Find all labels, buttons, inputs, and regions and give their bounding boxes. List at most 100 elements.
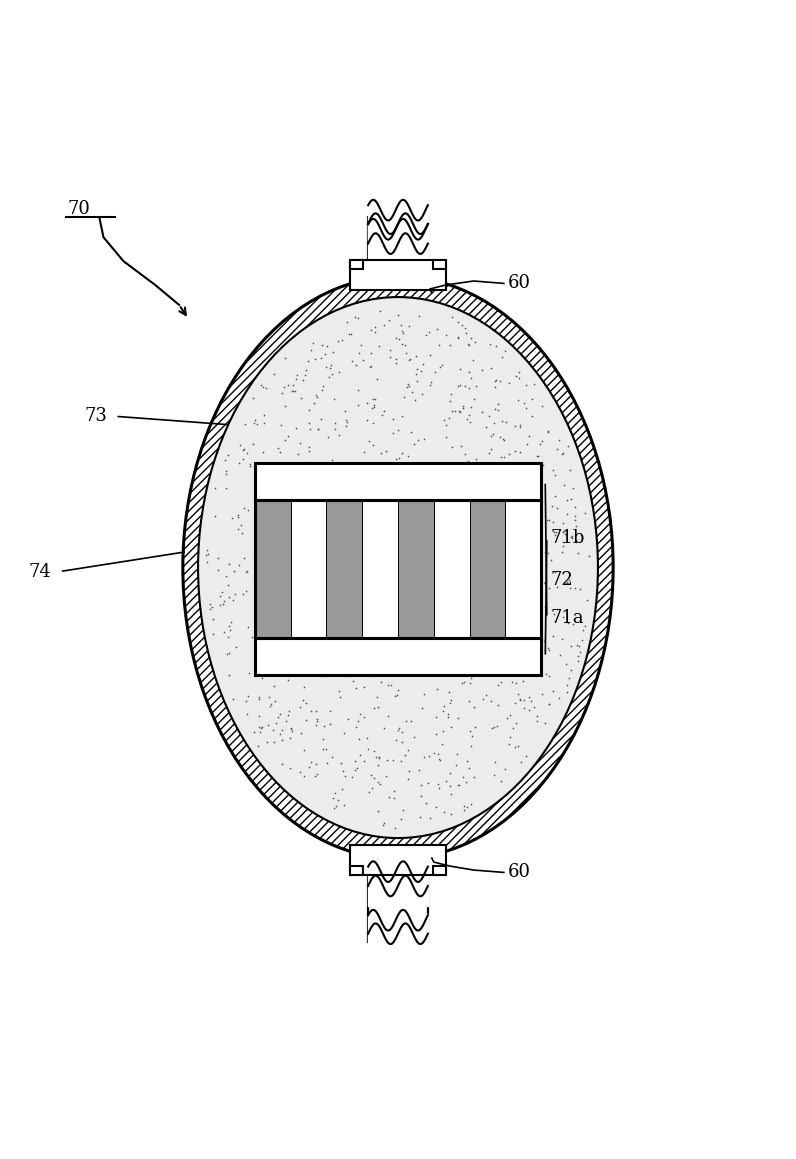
Point [519,657,532,676]
Point [388,781,400,800]
Ellipse shape [183,277,613,859]
Point [272,648,285,666]
Point [434,651,447,670]
Point [320,336,333,355]
Point [520,399,533,417]
Point [256,454,269,473]
Point [489,372,501,391]
Point [425,474,438,493]
Point [501,662,513,680]
Point [209,479,221,497]
Point [485,654,498,672]
Point [564,578,577,597]
Point [323,715,336,734]
Point [313,578,326,597]
Point [502,452,515,471]
Point [390,328,403,347]
Point [263,596,276,614]
Point [451,744,463,763]
Point [445,691,458,709]
Point [431,774,444,793]
Point [254,567,267,585]
Point [310,709,323,728]
Point [296,371,309,389]
Point [371,802,384,821]
Point [487,717,500,736]
Point [437,697,450,715]
Point [355,336,368,355]
Point [251,641,263,659]
Point [432,612,445,630]
Point [439,597,452,615]
Point [204,599,217,618]
Point [212,561,224,580]
Point [377,595,389,613]
Point [415,600,427,619]
Point [498,516,511,534]
Point [423,345,436,364]
Point [548,487,561,505]
Point [325,634,338,653]
Point [513,664,526,683]
Point [326,789,339,808]
Point [490,371,503,389]
Point [376,406,388,424]
Point [310,617,322,635]
Point [256,624,268,642]
Point [482,582,494,600]
Point [549,523,562,541]
Point [509,694,521,713]
Point [535,574,548,592]
Point [415,629,427,648]
Point [531,706,544,724]
Point [451,626,464,644]
Point [247,435,259,453]
Point [400,378,413,396]
Point [456,548,469,567]
Point [331,537,344,555]
Point [373,748,385,766]
Point [300,617,313,635]
Point [557,537,570,555]
Point [326,343,339,362]
Point [462,379,475,398]
Point [309,767,322,786]
Point [465,329,478,348]
Point [408,435,420,453]
Point [320,557,333,576]
Point [253,717,266,736]
Point [517,494,530,512]
Point [357,567,370,585]
Point [324,458,337,476]
Point [482,443,495,461]
Point [361,393,373,411]
Point [370,595,383,613]
Point [365,357,377,376]
Point [358,468,371,487]
Point [438,466,451,484]
Point [560,655,573,673]
Point [423,809,436,828]
Point [305,752,318,771]
Point [439,524,452,542]
Point [443,497,456,516]
Point [558,525,571,544]
Point [256,562,268,581]
Point [372,621,384,640]
Point [350,758,363,777]
Point [226,690,239,708]
Bar [349,845,447,875]
Point [349,761,361,780]
Point [445,633,458,651]
Point [251,635,263,654]
Point [277,522,290,540]
Point [367,699,380,717]
Point [373,484,385,503]
Point [451,562,464,581]
Point [512,684,525,702]
Point [285,591,298,610]
Point [446,500,458,518]
Point [506,719,519,737]
Point [513,363,525,381]
Bar [255,639,541,675]
